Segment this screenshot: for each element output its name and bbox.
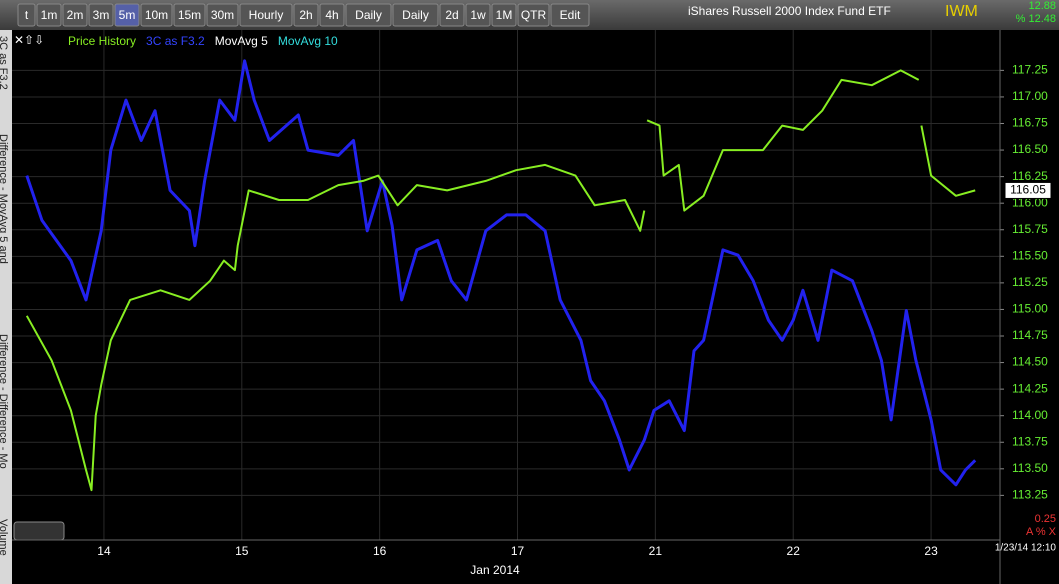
x-tick-label: 22 [787, 544, 801, 558]
x-tick-label: 17 [511, 544, 525, 558]
y-tick-label: 113.50 [1012, 461, 1048, 475]
y-tick-label: 115.25 [1012, 275, 1048, 289]
toolbar-button-label[interactable]: QTR [521, 8, 547, 22]
timestamp: 1/23/14 12:10 [995, 543, 1057, 554]
toolbar-button[interactable] [88, 3, 114, 27]
toolbar-button-label[interactable]: 15m [178, 8, 201, 22]
y-tick-label: 114.50 [1012, 355, 1048, 369]
scroll-button[interactable] [13, 521, 65, 541]
y-tick-label: 115.75 [1012, 222, 1048, 236]
toolbar-button-label[interactable]: 10m [145, 8, 168, 22]
symbol: IWM [945, 3, 978, 20]
toolbar-button-label[interactable]: 4h [325, 8, 338, 22]
toolbar-button[interactable] [550, 3, 590, 27]
toolbar-button-label[interactable]: 30m [211, 8, 234, 22]
toolbar-button-label[interactable]: 2m [67, 8, 84, 22]
toolbar-button[interactable] [491, 3, 517, 27]
x-tick-label: 23 [924, 544, 938, 558]
y-axis-area [1000, 30, 1059, 584]
toolbar-button-label[interactable]: Hourly [249, 8, 284, 22]
toolbar-button[interactable] [392, 3, 439, 27]
toolbar-button-label[interactable]: Daily [355, 8, 382, 22]
toolbar-button-label[interactable]: 2h [299, 8, 312, 22]
y-tick-label: 114.00 [1012, 408, 1048, 422]
series-line [25, 69, 976, 492]
toolbar-button[interactable] [36, 3, 62, 27]
toolbar-button[interactable] [345, 3, 392, 27]
toolbar-button-label[interactable]: Daily [402, 8, 429, 22]
x-tick-label: 14 [97, 544, 111, 558]
toolbar-button[interactable] [206, 3, 239, 27]
toolbar-button[interactable] [319, 3, 345, 27]
toolbar-button[interactable] [140, 3, 173, 27]
legend-icons[interactable]: ✕⇧⇩ [14, 33, 44, 47]
last-price-box [1004, 181, 1052, 199]
toolbar-button-label[interactable]: Edit [560, 8, 581, 22]
quote-bottom: % 12.48 [1016, 13, 1056, 25]
side-tab-strip [0, 30, 12, 584]
x-tick-label: 21 [649, 544, 663, 558]
y-tick-label: 116.25 [1012, 169, 1048, 183]
toolbar-button-label[interactable]: 5m [119, 8, 136, 22]
series-line [25, 59, 977, 487]
y-tick-label: 113.25 [1012, 488, 1048, 502]
toolbar-button[interactable] [239, 3, 293, 27]
y-tick-label: 117.25 [1012, 63, 1048, 77]
toolbar-button-label[interactable]: 2d [445, 8, 458, 22]
scale-value: 0.25 [1035, 513, 1056, 525]
toolbar-button[interactable] [439, 3, 465, 27]
x-tick-label: 15 [235, 544, 249, 558]
y-tick-label: 115.00 [1012, 302, 1048, 316]
toolbar-button[interactable] [293, 3, 319, 27]
toolbar-button[interactable] [114, 3, 140, 27]
x-axis-label: Jan 2014 [470, 563, 520, 577]
legend-item[interactable]: MovAvg 5 [215, 34, 268, 48]
legend-item[interactable]: Price History [68, 34, 136, 48]
legend-item[interactable]: 3C as F3.2 [146, 34, 205, 48]
toolbar-button-label[interactable]: 1M [496, 8, 513, 22]
toolbar-button[interactable] [62, 3, 88, 27]
chart-controls[interactable]: A % X [1026, 526, 1057, 538]
toolbar-button-label[interactable]: 1w [470, 8, 486, 22]
y-tick-label: 116.75 [1012, 116, 1048, 130]
toolbar-button[interactable] [173, 3, 206, 27]
toolbar-button-label[interactable]: 1m [41, 8, 58, 22]
toolbar-button[interactable] [465, 3, 491, 27]
toolbar-button[interactable] [517, 3, 550, 27]
x-tick-label: 16 [373, 544, 387, 558]
toolbar-button-label[interactable]: 3m [93, 8, 110, 22]
y-tick-label: 115.50 [1012, 248, 1048, 262]
y-tick-label: 116.50 [1012, 142, 1048, 156]
plot-area [12, 30, 1000, 540]
last-price: 116.05 [1010, 183, 1046, 197]
quote-top: 12.88 [1028, 0, 1056, 12]
side-tab[interactable]: 3C as F3.2 [0, 36, 9, 90]
symbol-title: iShares Russell 2000 Index Fund ETF [688, 4, 891, 18]
side-tab[interactable]: Volume [0, 519, 9, 556]
side-tab[interactable]: Difference - Difference - Mo [0, 334, 9, 469]
side-tab[interactable]: Difference - MovAvg 5 and [0, 134, 9, 264]
y-tick-label: 114.75 [1012, 328, 1048, 342]
y-tick-label: 117.00 [1012, 89, 1048, 103]
y-tick-label: 113.75 [1012, 434, 1048, 448]
toolbar-button-label[interactable]: t [25, 8, 29, 22]
legend-item[interactable]: MovAvg 10 [278, 34, 338, 48]
toolbar-button[interactable] [17, 3, 36, 27]
y-tick-label: 114.25 [1012, 381, 1048, 395]
